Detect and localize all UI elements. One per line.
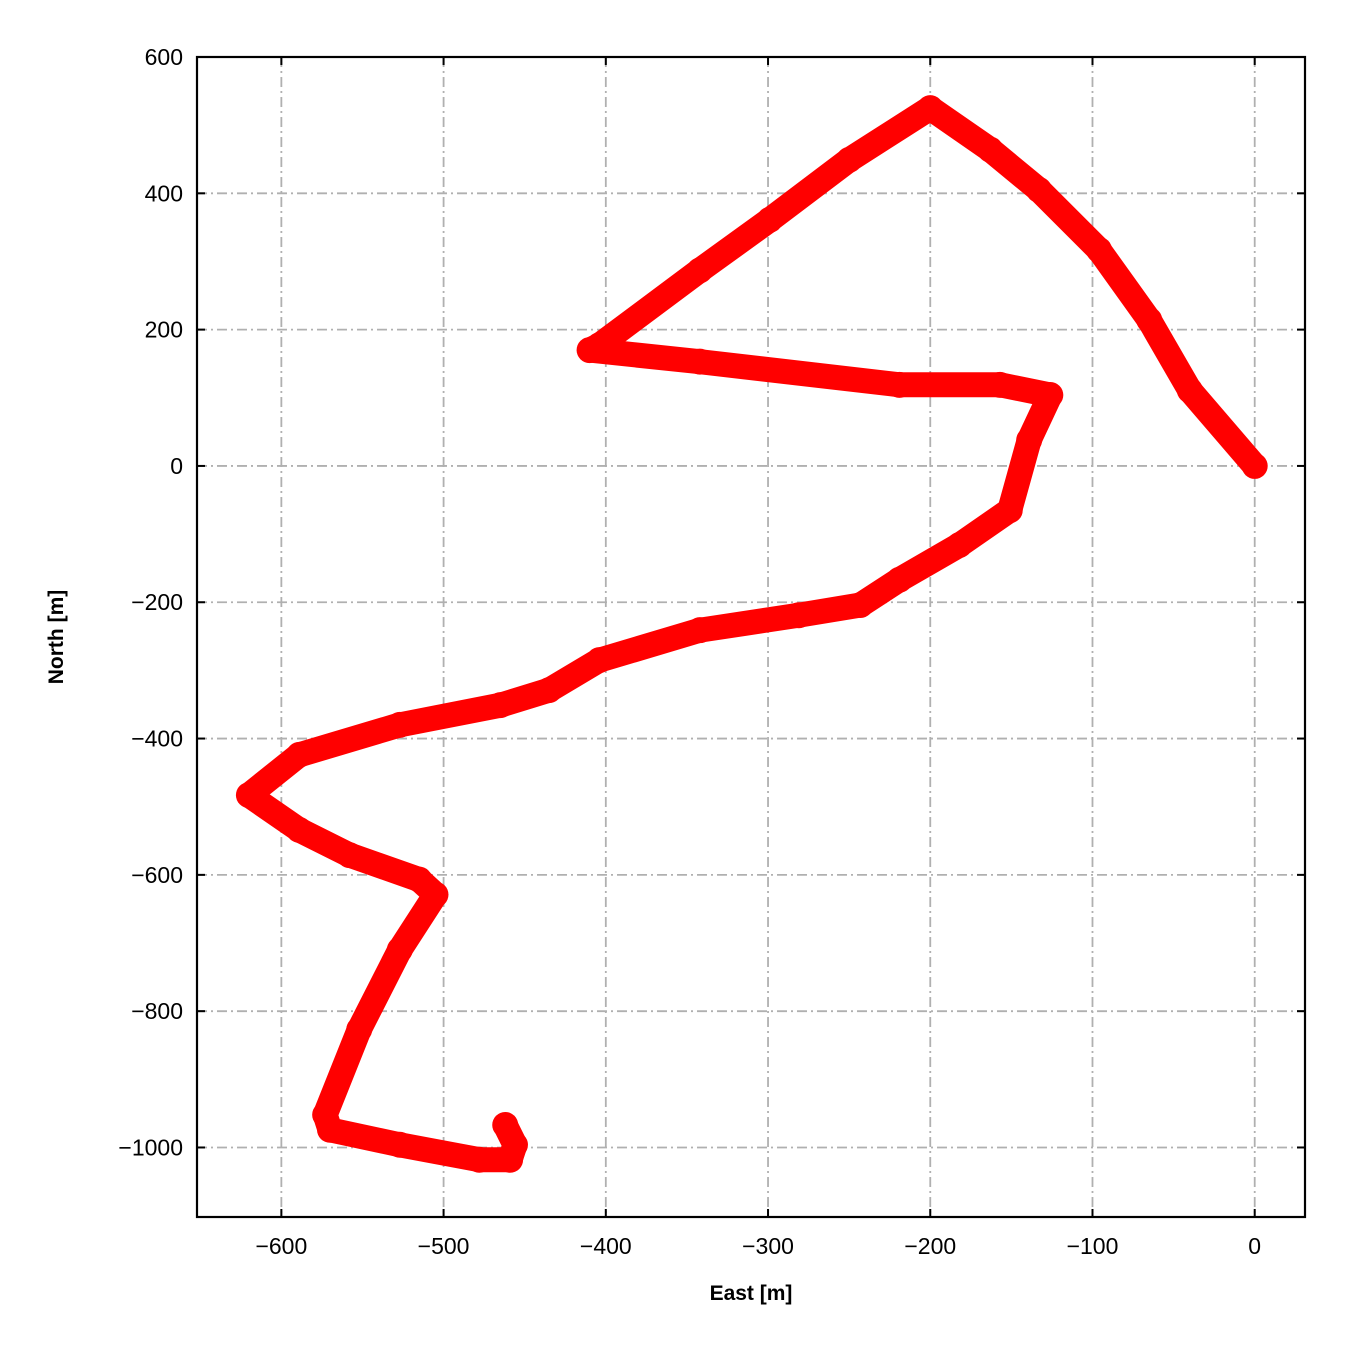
x-tick-label: −100 [1067, 1233, 1119, 1259]
trajectory-point [586, 647, 613, 674]
x-tick-label: −600 [255, 1233, 307, 1259]
trajectory-point [466, 1146, 493, 1173]
y-tick-label: −600 [131, 862, 183, 888]
trajectory-point [917, 95, 944, 122]
trajectory-point [1136, 307, 1163, 334]
trajectory-point [386, 711, 413, 738]
trajectory-point [987, 371, 1014, 398]
trajectory-point [756, 206, 783, 233]
y-tick-label: −200 [131, 589, 183, 615]
trajectory-point [686, 617, 713, 644]
trajectory-point [336, 842, 363, 869]
trajectory-point [996, 497, 1023, 524]
y-tick-label: 600 [145, 44, 183, 70]
trajectory-point [576, 337, 603, 364]
trajectory-point [886, 371, 913, 398]
trajectory-point [1016, 427, 1043, 454]
trajectory-point [386, 1131, 413, 1158]
trajectory-point [1025, 176, 1052, 203]
ticks: −600 −500 −400 −300 −200 −100 06004002000−200−… [118, 44, 1305, 1259]
y-tick-label: −1000 [118, 1134, 183, 1160]
x-tick-label: −300 [742, 1233, 794, 1259]
y-tick-label: 200 [145, 317, 183, 343]
trajectory-point [686, 348, 713, 375]
trajectory-point [686, 257, 713, 284]
y-tick-label: 400 [145, 180, 183, 206]
y-tick-label: 0 [170, 453, 183, 479]
trajectory-line [236, 95, 1268, 1173]
trajectory-point [847, 591, 874, 618]
trajectory-point [492, 1111, 519, 1138]
trajectory-point [1037, 382, 1064, 409]
trajectory-point [1085, 236, 1112, 263]
trajectory-point [886, 566, 913, 593]
trajectory-point [1176, 377, 1203, 404]
trajectory-point [235, 782, 262, 809]
trajectory-point [286, 741, 313, 768]
y-tick-label: −800 [131, 998, 183, 1024]
trajectory-point [487, 692, 514, 719]
trajectory-point [536, 677, 563, 704]
trajectory-point [946, 531, 973, 558]
y-tick-label: −400 [131, 726, 183, 752]
trajectory-point [977, 136, 1004, 163]
x-tick-label: −500 [418, 1233, 470, 1259]
trajectory-point [785, 602, 812, 629]
x-axis-label: East [m] [710, 1282, 793, 1305]
x-tick-label: −200 [904, 1233, 956, 1259]
trajectory-point [1241, 452, 1268, 479]
series [235, 95, 1268, 1173]
x-tick-label: 0 [1248, 1233, 1261, 1259]
trajectory-point [422, 881, 449, 908]
y-axis-label: North [m] [45, 590, 68, 684]
x-tick-label: −400 [580, 1233, 632, 1259]
trajectory-point [317, 1116, 344, 1143]
trajectory-point [836, 146, 863, 173]
trajectory-point [346, 1016, 373, 1043]
trajectory-point [386, 936, 413, 963]
trajectory-point [286, 816, 313, 843]
plot-frame [195, 55, 1307, 1219]
trajectory-point [501, 1131, 528, 1158]
